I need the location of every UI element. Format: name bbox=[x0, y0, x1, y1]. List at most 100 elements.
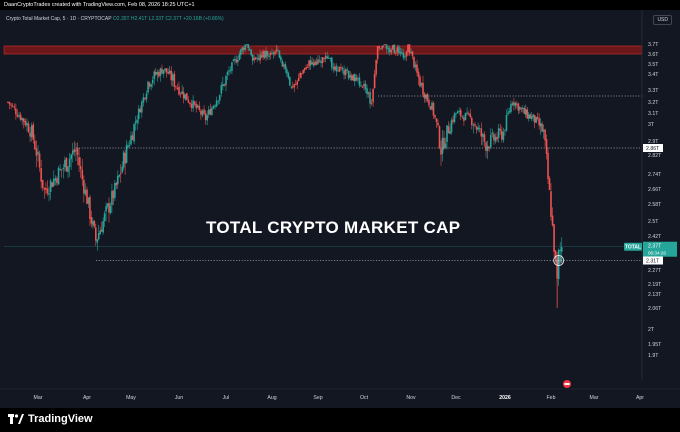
candle-body bbox=[121, 166, 123, 173]
candle-body bbox=[103, 213, 106, 222]
candle-body bbox=[222, 84, 224, 87]
candle-body bbox=[235, 59, 238, 63]
candle-body bbox=[547, 152, 549, 180]
candle-body bbox=[519, 106, 521, 110]
y-tick-label: 2.58T bbox=[648, 202, 662, 208]
candle-body bbox=[34, 140, 36, 150]
y-tick-label: 1.9T bbox=[648, 353, 659, 359]
candle-body bbox=[499, 128, 502, 131]
candle-body bbox=[212, 106, 215, 109]
candle-body bbox=[480, 128, 483, 137]
candle-body bbox=[178, 86, 180, 95]
candle-body bbox=[90, 217, 93, 224]
candle-body bbox=[79, 166, 82, 170]
candle-body bbox=[416, 64, 418, 73]
candle-body bbox=[548, 178, 551, 191]
candle-body bbox=[211, 107, 213, 115]
candle-body bbox=[186, 93, 188, 101]
candle-body bbox=[108, 202, 110, 213]
y-tick-label: 3.3T bbox=[648, 88, 659, 94]
candle-body bbox=[440, 148, 442, 155]
candle-body bbox=[320, 60, 322, 64]
candle-body bbox=[369, 92, 371, 104]
candle-body bbox=[75, 149, 77, 152]
candle-body bbox=[269, 52, 272, 56]
candle-body bbox=[247, 44, 250, 49]
brand-name: TradingView bbox=[28, 413, 93, 425]
candle-body bbox=[38, 153, 41, 168]
candle-body bbox=[447, 126, 450, 134]
candle-body bbox=[109, 205, 112, 214]
candle-body bbox=[485, 142, 487, 152]
candle-body bbox=[15, 108, 17, 115]
candle-body bbox=[405, 51, 408, 57]
candle-body bbox=[48, 193, 50, 195]
candle-body bbox=[467, 113, 470, 115]
candle-body bbox=[240, 49, 242, 55]
candle-body bbox=[153, 71, 156, 80]
levels-group bbox=[4, 95, 642, 266]
candle-body bbox=[354, 74, 356, 82]
candle-body bbox=[323, 57, 325, 59]
candle-body bbox=[522, 107, 524, 109]
total-label-bg bbox=[624, 242, 642, 251]
candle-body bbox=[95, 227, 97, 241]
currency-button[interactable]: USD bbox=[653, 15, 672, 25]
candle-body bbox=[404, 56, 406, 58]
candle-body bbox=[471, 117, 473, 126]
candle-body bbox=[329, 57, 332, 59]
candlestick-chart[interactable]: 3.7T3.6T3.5T3.4T3.3T3.2T3.1T3T2.9T2.82T2… bbox=[0, 10, 680, 408]
candle-body bbox=[238, 54, 241, 60]
candle-body bbox=[278, 50, 281, 58]
candle-body bbox=[524, 109, 527, 115]
candle-body bbox=[407, 44, 409, 52]
candle-body bbox=[13, 106, 16, 108]
candle-body bbox=[290, 86, 293, 88]
attribution-bar: DaanCryptoTrades created with TradingVie… bbox=[0, 0, 680, 10]
candle-body bbox=[134, 121, 137, 124]
candle-body bbox=[254, 57, 257, 60]
candle-body bbox=[187, 99, 190, 103]
candle-body bbox=[384, 44, 387, 46]
candle-body bbox=[398, 46, 400, 53]
level-tag-label: 2.31T bbox=[646, 259, 660, 265]
candle-body bbox=[435, 118, 438, 122]
candle-body bbox=[73, 149, 76, 153]
candle-body bbox=[40, 167, 42, 182]
candle-body bbox=[271, 52, 273, 54]
candle-body bbox=[265, 50, 267, 58]
candle-body bbox=[491, 132, 494, 135]
candle-body bbox=[334, 66, 336, 70]
x-tick-label: Mar bbox=[590, 395, 599, 401]
candle-body bbox=[538, 118, 540, 126]
candle-body bbox=[378, 46, 380, 48]
candle-body bbox=[337, 70, 339, 72]
candle-body bbox=[379, 48, 382, 50]
candle-body bbox=[124, 152, 126, 164]
candle-body bbox=[314, 61, 316, 65]
candle-body bbox=[486, 145, 489, 151]
x-tick-label: Jul bbox=[223, 395, 230, 401]
candle-body bbox=[315, 61, 318, 65]
x-tick-label: Nov bbox=[406, 395, 416, 401]
support-highlight bbox=[553, 255, 565, 266]
candle-body bbox=[284, 63, 287, 70]
current-price-tag bbox=[643, 241, 677, 257]
candle-body bbox=[536, 117, 539, 119]
candle-body bbox=[455, 113, 457, 115]
candle-body bbox=[331, 57, 333, 68]
x-tick-label: Apr bbox=[636, 395, 644, 401]
candle-body bbox=[30, 125, 33, 138]
candle-body bbox=[167, 71, 169, 74]
candle-body bbox=[299, 72, 301, 78]
candle-body bbox=[510, 104, 512, 112]
candle-body bbox=[136, 119, 138, 123]
candle-body bbox=[43, 188, 46, 190]
candle-body bbox=[173, 73, 176, 87]
candle-body bbox=[57, 167, 60, 185]
y-tick-label: 3.2T bbox=[648, 100, 659, 106]
candle-body bbox=[344, 69, 347, 76]
chart-panel[interactable]: 3.7T 3.6T 3.5T 3.4T 3.3T 3.2T 3.1T 3T 2.9T 2.82T 2… bbox=[0, 10, 680, 408]
candle-body bbox=[67, 166, 69, 173]
tradingview-brand[interactable]: TradingView bbox=[8, 413, 93, 425]
